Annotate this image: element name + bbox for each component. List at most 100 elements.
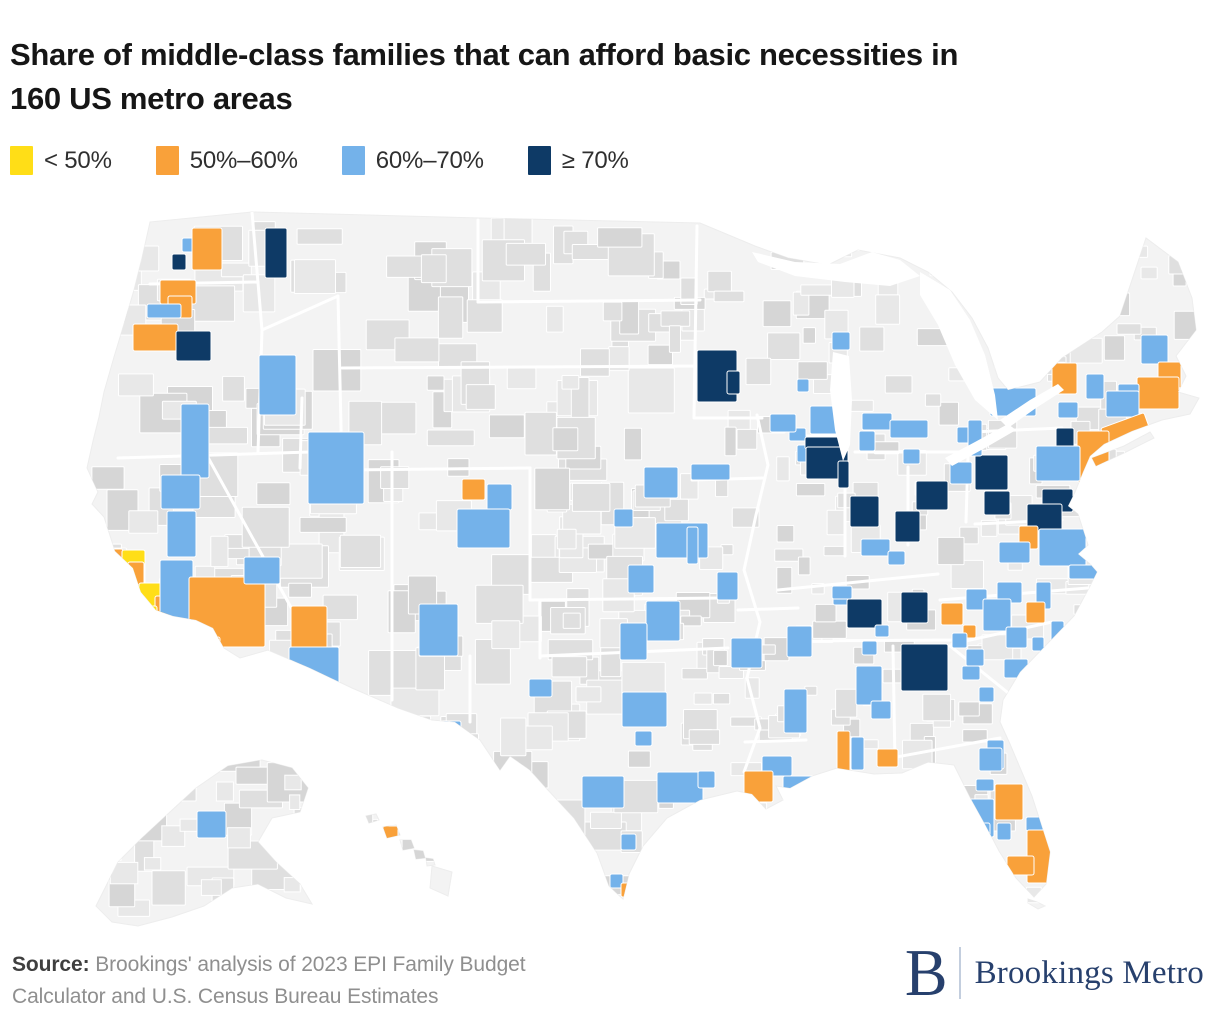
metro-area xyxy=(730,637,763,669)
metro-area xyxy=(171,253,187,271)
source-note: Source: Brookings' analysis of 2023 EPI … xyxy=(12,949,657,1012)
metro-area xyxy=(138,605,158,619)
metro-area xyxy=(894,510,921,543)
metro-area xyxy=(1057,401,1079,419)
metro-area xyxy=(889,419,929,439)
metro-area xyxy=(656,771,704,804)
metro-area xyxy=(1105,390,1140,418)
metro-area xyxy=(915,480,949,511)
legend-label-gte70: ≥ 70% xyxy=(561,146,629,174)
metro-area xyxy=(1035,445,1081,482)
metro-area xyxy=(621,691,668,728)
legend-swatch-60to70 xyxy=(341,146,365,175)
metro-area xyxy=(690,463,731,481)
metro-area xyxy=(858,430,876,452)
legend-label-50to60: 50%–60% xyxy=(189,146,298,174)
metro-area xyxy=(855,665,883,706)
metro-area xyxy=(290,605,328,651)
metro-area xyxy=(900,643,949,692)
metro-area xyxy=(874,624,890,638)
logo-b-mark: B xyxy=(904,935,948,1010)
metro-area xyxy=(264,227,288,279)
legend: < 50% 50%–60% 60%–70% ≥ 70% xyxy=(10,146,629,175)
metro-area xyxy=(160,474,201,510)
page-title: Share of middle-class families that can … xyxy=(10,33,958,121)
legend-item-gte70: ≥ 70% xyxy=(527,146,629,175)
metro-area xyxy=(1031,636,1045,652)
metro-area xyxy=(860,538,891,557)
metro-area xyxy=(613,508,634,528)
metro-area xyxy=(978,686,995,703)
metro-area xyxy=(620,882,641,898)
metro-area xyxy=(796,378,810,393)
metro-area xyxy=(1068,564,1099,580)
metro-area xyxy=(850,736,865,771)
metro-area xyxy=(994,783,1024,821)
metro-area xyxy=(486,483,513,511)
metro-area xyxy=(155,628,165,638)
legend-swatch-gte70 xyxy=(527,146,551,175)
legend-item-50to60: 50%–60% xyxy=(155,146,298,175)
source-label: Source: xyxy=(12,953,90,976)
metro-area xyxy=(258,354,297,416)
metro-area xyxy=(645,600,681,642)
metro-area xyxy=(983,490,1011,516)
metro-area xyxy=(686,526,699,565)
metro-area xyxy=(1050,620,1065,652)
metro-area xyxy=(620,833,637,851)
metro-area xyxy=(861,640,878,656)
metro-area xyxy=(145,631,154,640)
metro-area xyxy=(949,461,973,485)
metro-area xyxy=(175,330,212,362)
metro-area xyxy=(769,413,797,433)
metro-area xyxy=(105,548,124,573)
metro-area xyxy=(382,825,399,840)
metro-area xyxy=(627,564,655,594)
metro-area xyxy=(974,454,1009,491)
metro-area xyxy=(961,665,981,681)
source-text-line1: Brookings' analysis of 2023 EPI Family B… xyxy=(89,953,526,976)
metro-area xyxy=(836,730,851,773)
metro-area xyxy=(876,748,899,768)
metro-area xyxy=(164,626,174,640)
metro-area xyxy=(951,632,968,649)
metro-area xyxy=(1003,658,1029,679)
brookings-logo: B Brookings Metro xyxy=(905,938,1204,1008)
metro-area xyxy=(609,873,624,889)
metro-area xyxy=(846,598,883,629)
legend-swatch-lt50 xyxy=(10,146,33,175)
metro-area xyxy=(831,585,853,600)
metro-area xyxy=(581,775,625,809)
metro-area xyxy=(418,603,459,657)
source-text-line2: Calculator and U.S. Census Bureau Estima… xyxy=(12,984,439,1008)
metro-area xyxy=(461,478,486,501)
metro-area xyxy=(786,625,813,658)
metro-area xyxy=(196,810,227,839)
metro-area xyxy=(132,323,179,352)
metro-area xyxy=(456,508,511,549)
logo-divider-line xyxy=(958,947,961,999)
metro-area xyxy=(831,331,851,351)
metro-area xyxy=(188,636,221,668)
metro-area xyxy=(1025,816,1044,832)
metro-area xyxy=(996,822,1012,841)
metro-area xyxy=(743,770,774,803)
metro-area xyxy=(307,431,365,505)
metro-area xyxy=(1140,334,1169,365)
metro-area xyxy=(634,730,653,747)
metro-area xyxy=(783,688,808,734)
metro-area xyxy=(1005,626,1028,649)
metro-area xyxy=(982,598,1012,632)
metro-area xyxy=(655,522,709,559)
metro-area xyxy=(188,576,266,648)
metro-area xyxy=(902,448,921,465)
metro-area xyxy=(697,770,716,789)
legend-item-lt50: < 50% xyxy=(10,146,112,175)
metro-area xyxy=(849,495,880,528)
metro-area xyxy=(965,648,985,667)
legend-label-lt50: < 50% xyxy=(44,146,112,174)
metro-area xyxy=(643,466,679,499)
metro-area xyxy=(837,460,850,489)
